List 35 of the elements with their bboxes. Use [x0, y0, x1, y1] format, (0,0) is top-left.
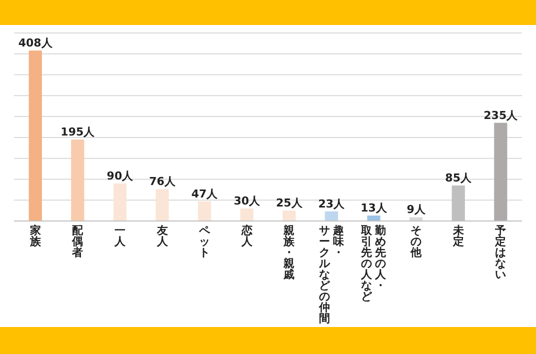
x-tick-label: 予定はない — [494, 224, 506, 281]
data-label: 76人 — [149, 175, 176, 188]
data-label: 90人 — [106, 169, 134, 182]
data-label: 85人 — [445, 171, 472, 184]
bar — [494, 122, 508, 221]
bar — [367, 216, 380, 221]
x-tick-label: 家族 — [28, 224, 42, 248]
bar — [71, 140, 84, 221]
data-label: 47人 — [191, 187, 219, 200]
bar — [198, 201, 212, 221]
bar — [282, 210, 296, 221]
data-label: 23人 — [318, 197, 346, 210]
data-label: 25人 — [276, 196, 304, 210]
x-tick-label: 親族・親戚 — [282, 224, 296, 281]
x-tick-label: 趣味・サークルなどの仲間 — [318, 224, 345, 325]
data-label: 408人 — [18, 36, 54, 50]
bar — [28, 50, 42, 221]
data-label: 195人 — [60, 126, 96, 139]
bar — [156, 189, 169, 221]
x-tick-label: その他 — [410, 224, 423, 259]
x-tick-label: 友人 — [156, 224, 169, 248]
data-label: 9人 — [406, 203, 426, 216]
bar — [113, 183, 127, 221]
x-tick-label: 恋人 — [240, 224, 254, 248]
bar — [409, 217, 423, 221]
x-tick-label: 未定 — [452, 224, 465, 248]
bar — [324, 211, 338, 221]
bar — [240, 208, 254, 221]
data-label: 235人 — [484, 108, 519, 122]
x-tick-label: 勤め先の人・取引先の人など — [360, 224, 388, 303]
x-tick-label: 配偶者 — [71, 224, 84, 259]
x-tick-label: ペット — [198, 224, 212, 259]
data-label: 13人 — [360, 202, 388, 215]
x-tick-label: 一人 — [113, 224, 126, 248]
data-label: 30人 — [234, 194, 261, 208]
